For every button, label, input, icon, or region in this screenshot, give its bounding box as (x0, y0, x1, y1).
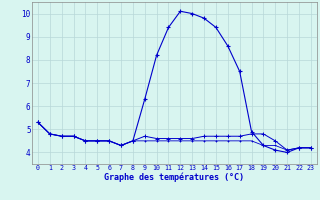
X-axis label: Graphe des températures (°C): Graphe des températures (°C) (104, 173, 244, 182)
